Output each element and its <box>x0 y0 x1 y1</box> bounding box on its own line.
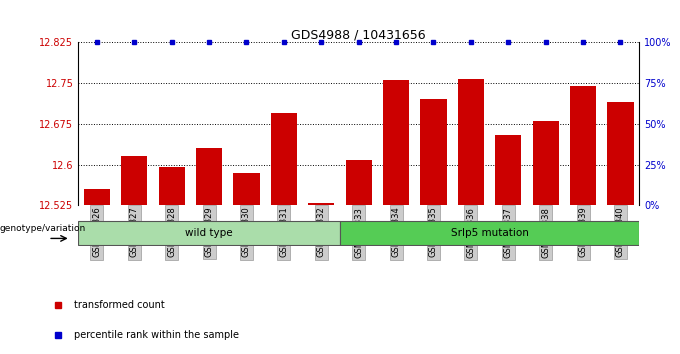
Title: GDS4988 / 10431656: GDS4988 / 10431656 <box>292 28 426 41</box>
Bar <box>340 221 639 245</box>
Text: Srlp5 mutation: Srlp5 mutation <box>451 228 528 238</box>
Bar <box>570 86 596 205</box>
Text: transformed count: transformed count <box>73 299 165 310</box>
Bar <box>383 80 409 205</box>
Bar <box>345 160 372 205</box>
Bar <box>121 156 148 205</box>
Bar <box>495 135 522 205</box>
Text: genotype/variation: genotype/variation <box>0 224 86 233</box>
Text: wild type: wild type <box>185 228 233 238</box>
Text: percentile rank within the sample: percentile rank within the sample <box>73 330 239 339</box>
Bar <box>158 167 185 205</box>
Bar <box>607 102 634 205</box>
Bar <box>308 202 335 205</box>
Bar <box>233 173 260 205</box>
Bar <box>84 189 110 205</box>
Bar <box>458 79 484 205</box>
Bar <box>271 113 297 205</box>
Bar <box>196 148 222 205</box>
Bar <box>78 221 340 245</box>
Bar <box>420 99 447 205</box>
Bar <box>532 121 559 205</box>
